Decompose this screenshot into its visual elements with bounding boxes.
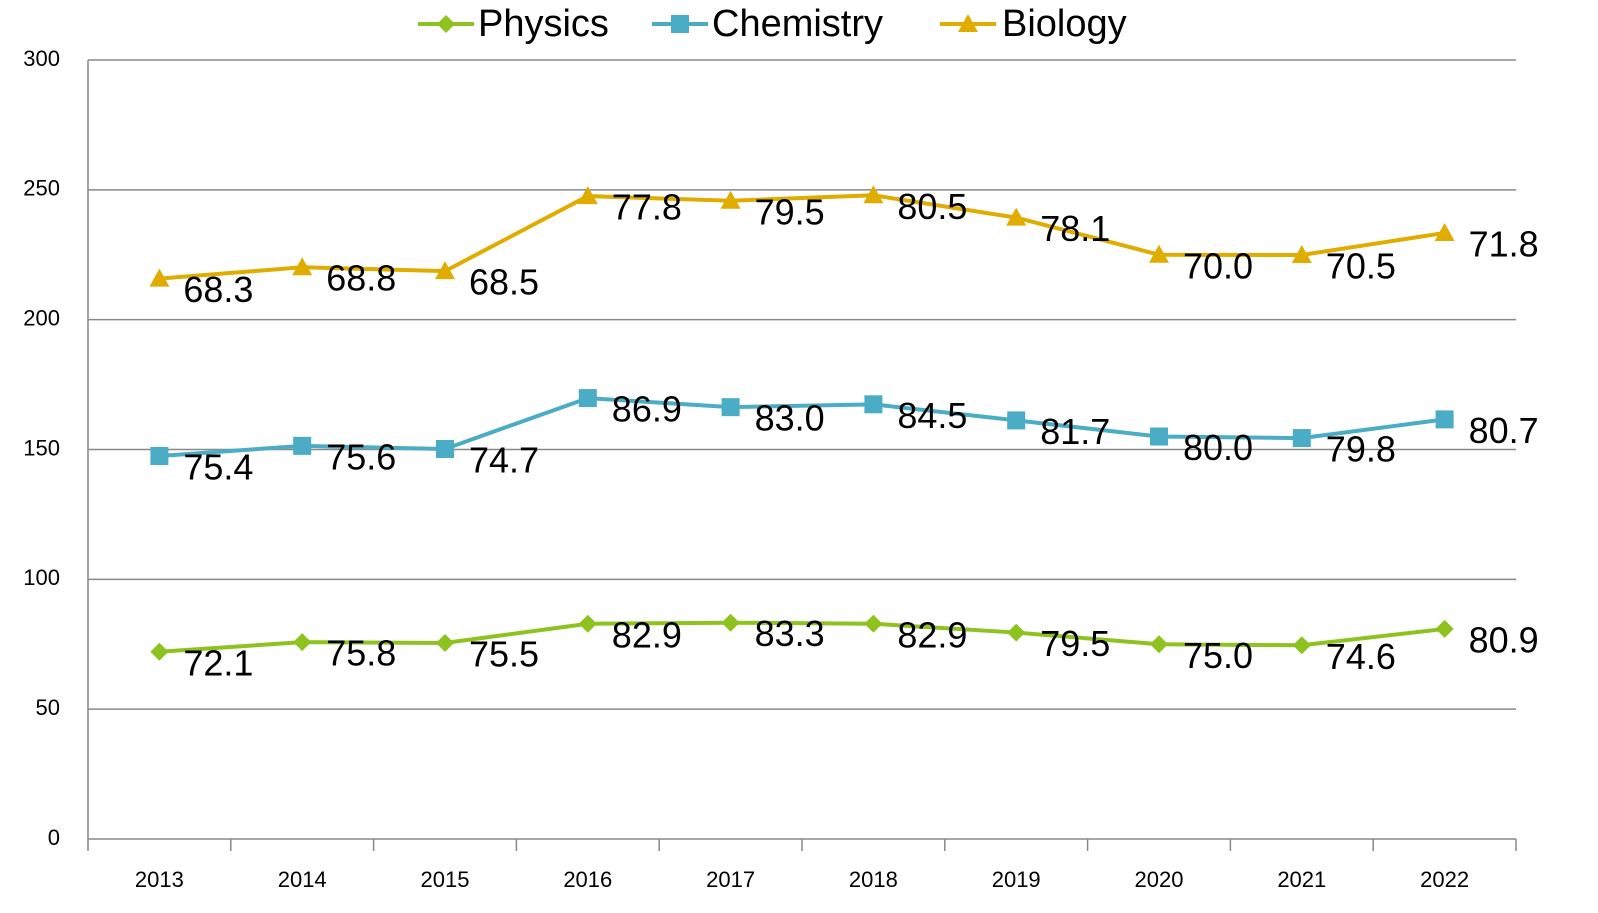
data-point [1291,245,1312,264]
data-label: 68.5 [469,262,539,303]
data-label: 75.6 [326,436,396,477]
x-tick-label: 2020 [1135,867,1184,892]
y-tick-label: 50 [36,695,60,720]
data-point [293,436,312,455]
data-point [1434,222,1455,241]
data-point [1150,635,1168,654]
data-point [1149,244,1169,263]
data-label: 75.5 [469,633,539,674]
series-line [159,396,1445,458]
series-line [159,193,1445,281]
data-label: 74.6 [1326,636,1396,677]
data-label: 71.8 [1469,223,1539,264]
data-point [864,614,883,633]
data-label: 84.5 [897,395,967,436]
data-point [1435,410,1454,429]
legend-label: Chemistry [712,3,883,45]
data-label: 80.9 [1469,619,1539,660]
data-label: 68.8 [326,258,396,299]
data-point [1007,411,1026,430]
x-tick-label: 2021 [1277,867,1326,892]
x-tick-label: 2017 [706,867,755,892]
data-point [720,190,741,209]
data-label: 79.8 [1326,429,1396,470]
data-label: 81.7 [1040,411,1110,452]
data-label: 78.1 [1040,208,1110,249]
legend-marker [671,15,689,33]
data-point [578,389,597,408]
legend-label: Physics [478,3,609,45]
data-point [150,446,169,465]
data-label: 80.7 [1469,410,1539,451]
y-tick-label: 100 [23,565,60,590]
data-label: 79.5 [1040,623,1110,664]
legend-label: Biology [1002,3,1127,45]
x-tick-label: 2014 [278,867,327,892]
data-point [863,185,884,204]
data-point [1292,429,1311,448]
x-tick-label: 2016 [563,867,612,892]
data-label: 70.0 [1183,245,1253,286]
data-point [1150,427,1168,446]
y-tick-label: 200 [23,305,60,330]
x-tick-label: 2022 [1420,867,1469,892]
series-line [159,620,1445,654]
legend-marker [958,14,978,32]
data-label: 86.9 [612,389,682,430]
data-point [1007,623,1026,642]
data-label: 82.9 [612,614,682,655]
data-label: 75.0 [1183,635,1253,676]
data-label: 83.3 [755,613,825,654]
data-point [721,613,740,632]
data-label: 72.1 [183,642,253,683]
data-point [150,642,169,661]
data-label: 70.5 [1326,246,1396,287]
data-point [1006,207,1027,226]
data-point [578,614,597,633]
data-label: 68.3 [183,269,253,310]
data-label: 83.0 [755,398,825,439]
x-tick-label: 2018 [849,867,898,892]
x-tick-label: 2013 [135,867,184,892]
data-point [293,633,312,652]
data-point [292,257,313,276]
y-tick-label: 300 [23,46,60,71]
data-point [864,395,883,414]
x-tick-label: 2015 [421,867,470,892]
data-label: 75.8 [326,633,396,674]
y-tick-label: 0 [48,825,60,850]
data-point [436,439,454,458]
y-tick-label: 250 [23,176,60,201]
data-point [1435,619,1454,638]
legend-marker [437,15,455,33]
y-tick-label: 150 [23,435,60,460]
data-label: 75.4 [183,447,253,488]
data-label: 80.5 [897,186,967,227]
data-label: 77.8 [612,187,682,228]
data-label: 79.5 [755,191,825,232]
data-point [577,186,598,205]
data-point [435,261,455,280]
x-tick-label: 2019 [992,867,1041,892]
data-label: 80.0 [1183,427,1253,468]
data-point [721,398,740,417]
data-label: 82.9 [897,614,967,655]
data-label: 74.7 [469,439,539,480]
data-point [149,268,170,287]
data-point [436,633,454,652]
data-point [1292,636,1311,655]
